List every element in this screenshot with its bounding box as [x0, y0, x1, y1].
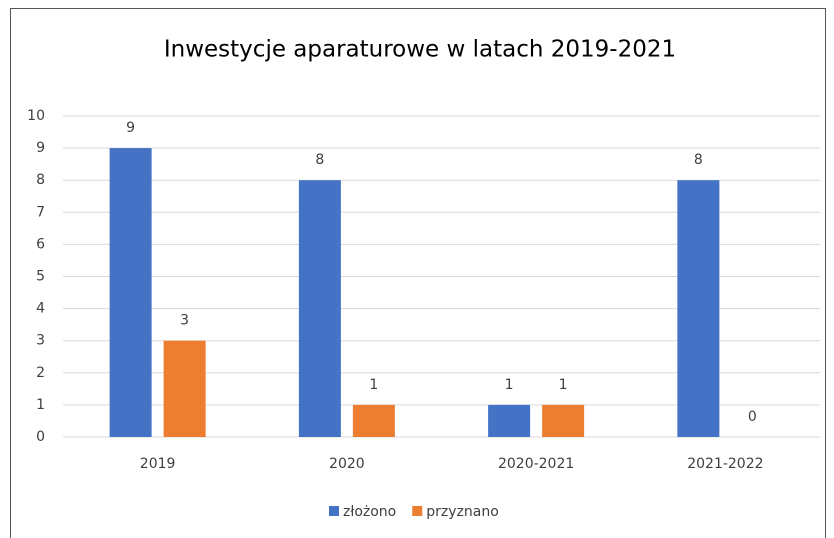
x-tick-label: 2021-2022: [687, 456, 763, 472]
y-tick-label: 3: [36, 333, 45, 349]
data-label: 0: [748, 409, 757, 425]
data-label: 8: [315, 152, 324, 168]
data-label: 9: [126, 120, 135, 136]
data-label: 1: [559, 377, 568, 393]
bar: [109, 148, 152, 437]
x-tick-label: 2020: [329, 456, 365, 472]
bar: [298, 180, 341, 437]
legend-swatch: [329, 506, 339, 516]
legend-label: złożono: [343, 504, 396, 520]
data-label: 1: [369, 377, 378, 393]
y-tick-label: 9: [36, 140, 45, 156]
y-tick-label: 8: [36, 172, 45, 188]
bar: [542, 404, 585, 437]
y-tick-label: 1: [36, 397, 45, 413]
legend-swatch: [412, 506, 423, 516]
bar: [163, 340, 206, 437]
y-tick-label: 4: [36, 301, 45, 317]
legend-label: przyznano: [426, 504, 499, 520]
y-tick-label: 5: [36, 269, 45, 285]
y-tick-label: 7: [36, 204, 45, 220]
y-tick-label: 6: [36, 236, 45, 252]
bar: [352, 404, 395, 437]
data-label: 8: [694, 152, 703, 168]
y-tick-label: 2: [36, 365, 45, 381]
y-tick-label: 10: [27, 108, 45, 124]
x-tick-label: 2019: [140, 456, 176, 472]
x-tick-label: 2020-2021: [498, 456, 574, 472]
bar: [677, 180, 720, 437]
data-label: 3: [180, 313, 189, 329]
data-label: 1: [505, 377, 514, 393]
bar: [488, 404, 531, 437]
chart-title: Inwestycje aparaturowe w latach 2019-202…: [164, 37, 676, 63]
y-tick-label: 0: [36, 429, 45, 445]
